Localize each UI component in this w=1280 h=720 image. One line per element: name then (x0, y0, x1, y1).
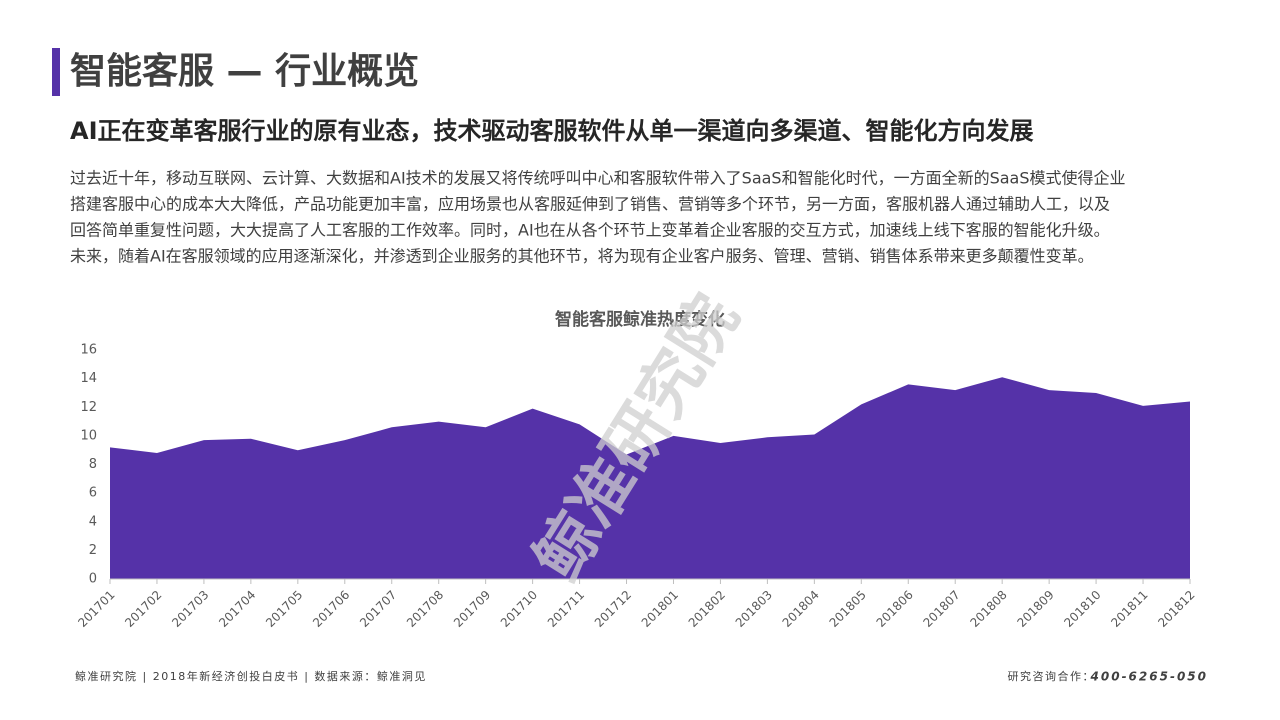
x-tick-label: 201801 (639, 588, 681, 630)
x-tick-label: 201808 (967, 588, 1009, 630)
x-tick-label: 201709 (451, 588, 493, 630)
y-tick-label: 12 (80, 400, 97, 415)
x-tick-label: 201703 (169, 588, 211, 630)
x-tick-label: 201706 (310, 588, 352, 630)
area (110, 377, 1190, 579)
slide-subtitle: AI正在变革客服行业的原有业态，技术驱动客服软件从单一渠道向多渠道、智能化方向发… (70, 117, 1034, 145)
y-tick-label: 14 (80, 371, 97, 386)
x-tick-label: 201705 (263, 588, 305, 630)
x-tick-label: 201809 (1014, 588, 1056, 630)
paragraph-line: 过去近十年，移动互联网、云计算、大数据和AI技术的发展又将传统呼叫中心和客服软件… (70, 169, 1126, 188)
paragraph-line: 回答简单重复性问题，大大提高了人工客服的工作效率。同时，AI也在从各个环节上变革… (70, 221, 1110, 240)
x-tick-label: 201811 (1108, 588, 1150, 630)
paragraph: 过去近十年，移动互联网、云计算、大数据和AI技术的发展又将传统呼叫中心和客服软件… (70, 169, 1126, 266)
footer-contact-label: 研究咨询合作： (1008, 669, 1096, 683)
title-accent (52, 48, 60, 96)
x-tick-label: 201702 (122, 588, 164, 630)
x-tick-label: 201807 (921, 588, 963, 630)
y-tick-label: 0 (89, 572, 97, 587)
x-tick-label: 201704 (216, 588, 258, 630)
footer-contact-number: 400-6265-050 (1090, 670, 1208, 684)
y-tick-label: 6 (89, 486, 97, 501)
x-tick-label: 201712 (592, 588, 634, 630)
y-tick-label: 4 (89, 514, 97, 529)
x-tick-label: 201812 (1155, 588, 1197, 630)
x-tick-label: 201804 (780, 588, 822, 630)
x-tick-label: 201802 (686, 588, 728, 630)
x-tick-label: 201803 (733, 588, 775, 630)
y-tick-label: 8 (89, 457, 97, 472)
x-tick-label: 201711 (545, 588, 587, 630)
x-tick-label: 201707 (357, 588, 399, 630)
footer-left: 鲸准研究院 | 2018年新经济创投白皮书 | 数据来源：鲸准洞见 (75, 669, 427, 683)
y-tick-label: 16 (80, 343, 97, 358)
x-tick-label: 201710 (498, 588, 540, 630)
paragraph-line: 未来，随着AI在客服领域的应用逐渐深化，并渗透到企业服务的其他环节，将为现有企业… (70, 247, 1094, 266)
y-tick-label: 2 (89, 543, 97, 558)
chart-title: 智能客服鲸准热度变化 (555, 309, 725, 330)
x-tick-label: 201701 (75, 588, 117, 630)
slide-title: 智能客服 — 行业概览 (70, 51, 419, 92)
x-tick-label: 201810 (1061, 588, 1103, 630)
x-tick-label: 201708 (404, 588, 446, 630)
x-tick-label: 201805 (827, 588, 869, 630)
y-tick-label: 10 (80, 428, 97, 443)
paragraph-line: 搭建客服中心的成本大大降低，产品功能更加丰富，应用场景也从客服延伸到了销售、营销… (70, 195, 1110, 214)
x-tick-label: 201806 (874, 588, 916, 630)
